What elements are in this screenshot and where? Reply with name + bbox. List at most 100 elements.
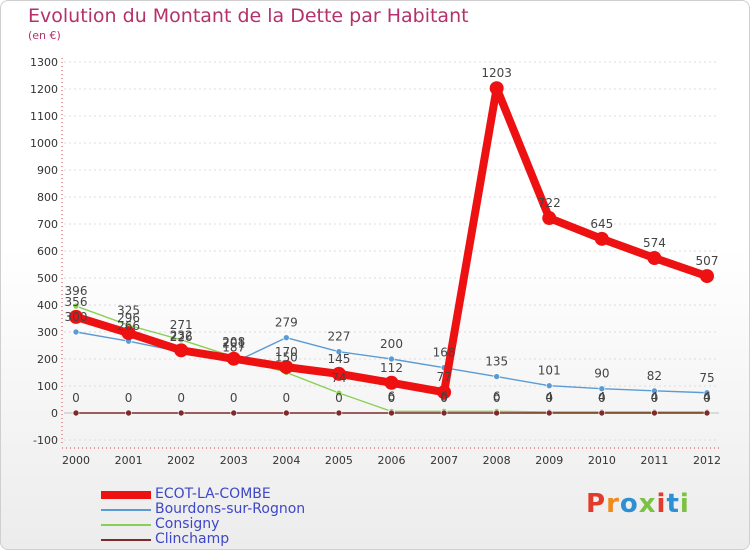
data-point	[335, 409, 343, 417]
data-point	[177, 409, 185, 417]
data-label: 0	[335, 391, 343, 405]
x-tick-label: 2000	[62, 454, 90, 467]
data-point	[283, 334, 290, 341]
data-label: 82	[647, 369, 662, 383]
data-label: 232	[170, 328, 193, 342]
data-label: 74	[331, 371, 346, 385]
data-point	[703, 389, 711, 397]
legend-label: ECOT-LA-COMBE	[155, 486, 271, 502]
data-label: 6	[440, 389, 448, 403]
y-tick-label: 100	[37, 380, 58, 393]
y-tick-label: 1200	[30, 83, 58, 96]
data-point	[72, 409, 80, 417]
legend-label: Consigny	[155, 516, 220, 532]
data-point	[331, 366, 346, 381]
data-label: 0	[493, 391, 501, 405]
data-point	[279, 360, 294, 375]
data-label: 112	[380, 361, 403, 375]
data-label: 226	[170, 330, 193, 344]
chart-title: Evolution du Montant de la Dette par Hab…	[28, 5, 469, 27]
data-label: 507	[696, 254, 719, 268]
data-label: 201	[222, 337, 245, 351]
data-label: 208	[222, 335, 245, 349]
data-label: 200	[380, 337, 403, 351]
legend-label: Clinchamp	[155, 531, 230, 547]
data-point	[226, 351, 241, 366]
data-point	[440, 409, 448, 417]
data-point	[177, 336, 185, 344]
data-label: 0	[545, 391, 553, 405]
y-tick-label: 600	[37, 245, 58, 258]
y-tick-label: 800	[37, 191, 58, 204]
brand-letter: t	[666, 489, 680, 519]
data-point	[125, 409, 132, 417]
data-label: 4	[703, 390, 711, 404]
data-label: 4	[651, 390, 659, 404]
data-label: 90	[594, 367, 609, 381]
data-point	[283, 409, 290, 417]
data-point	[121, 326, 136, 341]
legend-swatch	[101, 539, 151, 541]
data-label: 0	[72, 391, 80, 405]
data-label: 0	[125, 391, 133, 405]
data-point	[545, 409, 553, 417]
data-point	[335, 389, 343, 397]
y-tick-label: 900	[37, 164, 58, 177]
data-label: 4	[598, 390, 606, 404]
data-label: 0	[388, 391, 396, 405]
data-point	[598, 409, 606, 417]
data-label: 145	[327, 352, 350, 366]
data-label: 266	[117, 319, 140, 333]
brand-letter: o	[619, 489, 639, 519]
data-label: 6	[388, 389, 396, 403]
data-label: 187	[222, 341, 245, 355]
data-label: 356	[65, 295, 88, 309]
data-point	[493, 409, 500, 417]
data-label: 0	[230, 391, 238, 405]
legend-label: Bourdons-sur-Rognon	[155, 501, 306, 517]
legend-swatch	[101, 524, 151, 526]
data-point	[388, 355, 395, 363]
data-label: 0	[703, 391, 711, 405]
data-point	[230, 409, 238, 417]
data-point	[545, 382, 553, 390]
brand-logo: Proxiti	[586, 489, 690, 519]
data-label: 0	[177, 391, 185, 405]
y-tick-label: 300	[37, 326, 58, 339]
chart-subtitle: (en €)	[28, 29, 61, 42]
data-point	[651, 409, 658, 417]
data-label: 396	[65, 284, 88, 298]
y-tick-label: 0	[51, 407, 58, 420]
y-tick-label: 400	[37, 299, 58, 312]
data-point	[651, 387, 658, 395]
data-label: 6	[493, 389, 501, 403]
x-tick-label: 2004	[272, 454, 300, 467]
x-tick-label: 2009	[535, 454, 563, 467]
y-tick-label: -100	[33, 434, 58, 447]
data-point	[647, 251, 662, 266]
data-point	[388, 409, 395, 417]
brand-letter: i	[679, 489, 690, 519]
data-point	[384, 375, 399, 390]
data-label: 296	[117, 311, 140, 325]
data-label: 170	[275, 345, 298, 359]
y-tick-label: 1100	[30, 110, 58, 123]
data-point	[72, 328, 80, 336]
data-point	[594, 231, 609, 246]
data-label: 300	[65, 310, 88, 324]
data-label: 574	[643, 236, 666, 250]
data-point	[489, 81, 504, 96]
x-tick-label: 2001	[115, 454, 143, 467]
x-tick-label: 2007	[430, 454, 458, 467]
data-label: 101	[538, 364, 561, 378]
data-point	[703, 409, 711, 417]
data-label: 645	[590, 217, 613, 231]
data-label: 227	[327, 330, 350, 344]
data-point	[493, 373, 500, 380]
brand-letter: x	[638, 489, 657, 519]
data-point	[335, 348, 343, 356]
data-point	[700, 269, 714, 284]
data-point	[542, 211, 557, 226]
